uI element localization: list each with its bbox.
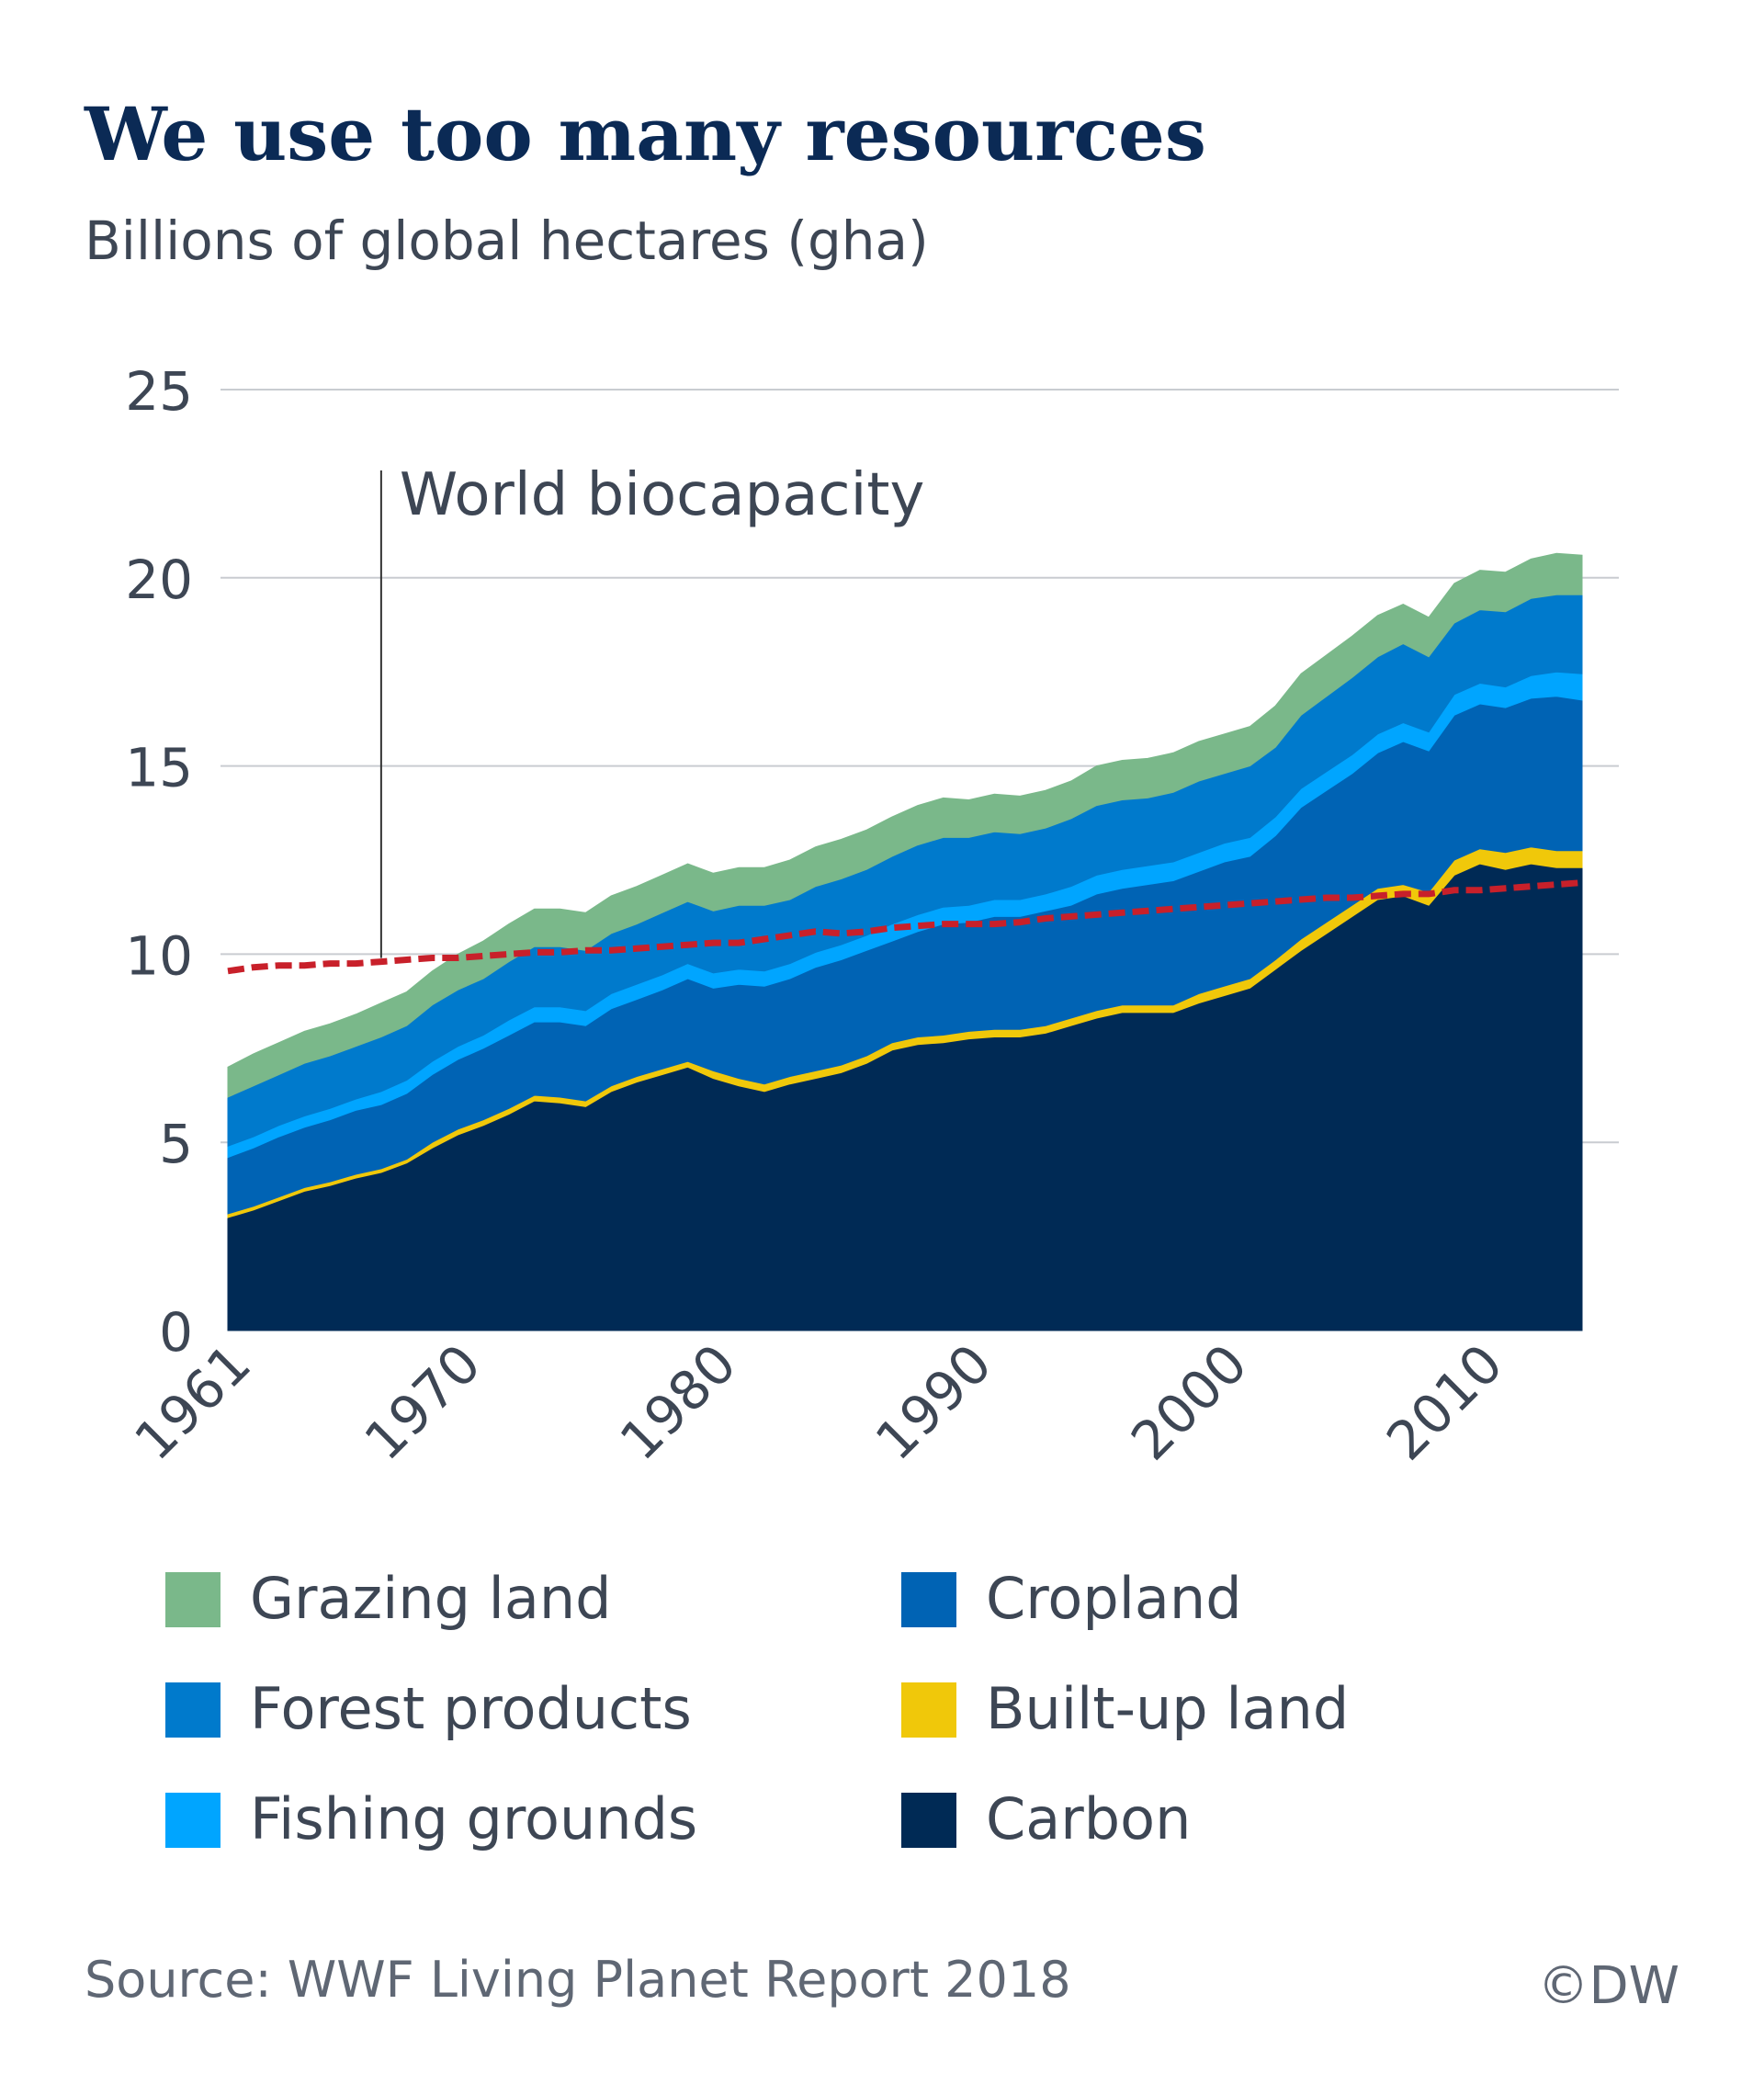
y-tick-label: 5 — [159, 1113, 193, 1175]
legend-swatch-grazing-land — [165, 1572, 220, 1627]
legend-swatch-built-up-land — [901, 1682, 956, 1738]
legend-swatch-forest-products — [165, 1682, 220, 1738]
area-grazing-land — [227, 552, 1583, 1098]
legend-swatch-cropland — [901, 1572, 956, 1627]
legend-swatch-fishing-grounds — [165, 1793, 220, 1848]
legend-swatch-carbon — [901, 1793, 956, 1848]
x-tick-label: 2000 — [1119, 1332, 1259, 1472]
x-tick-label: 1970 — [353, 1332, 492, 1472]
legend-label-grazing-land: Grazing land — [250, 1565, 612, 1632]
biocapacity-annotation: World biocapacity — [379, 461, 925, 958]
stacked-areas — [227, 552, 1583, 1331]
dw-credit: ©DW — [1538, 1956, 1680, 2016]
annotation-label: World biocapacity — [400, 461, 925, 529]
legend-label-forest-products: Forest products — [250, 1675, 692, 1742]
y-tick-label: 10 — [125, 924, 193, 987]
y-tick-label: 0 — [159, 1301, 193, 1364]
x-axis-ticks: 1961 1970 1980 1990 2000 2010 — [122, 1332, 1514, 1472]
chart-subtitle: Billions of global hectares (gha) — [85, 210, 929, 272]
legend-label-cropland: Cropland — [986, 1565, 1242, 1632]
legend-label-fishing-grounds: Fishing grounds — [250, 1785, 697, 1852]
legend: Grazing land Cropland Forest products Built… — [165, 1565, 1349, 1852]
x-tick-label: 1980 — [608, 1332, 748, 1472]
chart-title: We use too many resources — [84, 91, 1206, 177]
biocapacity-line — [227, 879, 1583, 975]
x-tick-label: 2010 — [1374, 1332, 1514, 1472]
y-tick-label: 25 — [125, 360, 193, 423]
x-tick-label: 1990 — [864, 1332, 1003, 1472]
legend-label-carbon: Carbon — [986, 1785, 1191, 1852]
source-note: Source: WWF Living Planet Report 2018 — [85, 1951, 1071, 2009]
biocapacity-line-group — [227, 879, 1583, 975]
legend-label-built-up-land: Built-up land — [986, 1675, 1349, 1742]
y-axis-ticks: 0 5 10 15 20 25 — [125, 360, 193, 1364]
y-tick-label: 20 — [125, 549, 193, 611]
y-tick-label: 15 — [125, 737, 193, 799]
